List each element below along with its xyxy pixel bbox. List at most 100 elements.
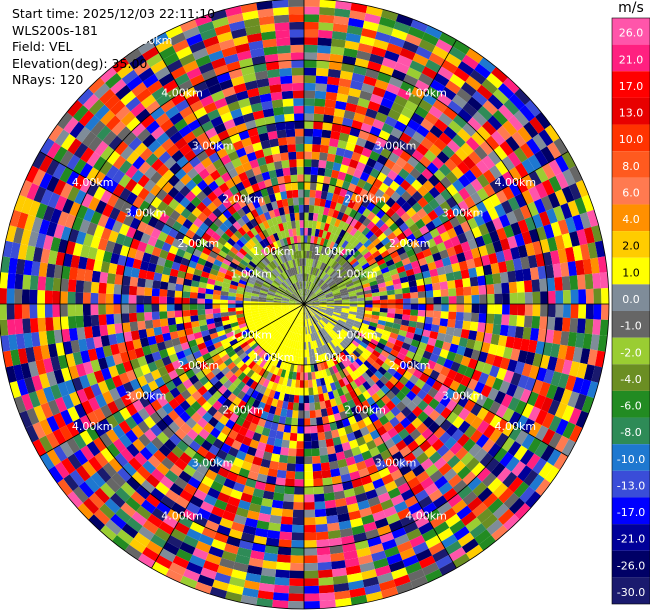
radar-gate <box>150 126 165 140</box>
radar-gate <box>539 316 548 330</box>
radar-gate <box>316 175 325 184</box>
radar-gate <box>391 451 404 463</box>
radar-gate <box>531 379 544 395</box>
radar-gate <box>366 396 376 407</box>
radar-gate <box>248 339 257 348</box>
radar-gate <box>502 346 513 360</box>
radar-gate <box>345 32 362 43</box>
radar-gate <box>25 245 36 262</box>
radar-gate <box>254 320 263 326</box>
radar-gate <box>284 370 290 379</box>
radar-gate <box>136 128 151 143</box>
radar-gate <box>189 292 198 299</box>
radar-gate <box>400 385 411 396</box>
radar-gate <box>242 269 252 277</box>
radar-gate <box>292 75 304 84</box>
radar-gate <box>168 324 178 333</box>
radar-gate <box>246 320 255 326</box>
radar-gate <box>245 429 255 440</box>
radar-gate <box>231 342 241 350</box>
radar-gate <box>75 363 87 377</box>
radar-gate <box>153 272 163 282</box>
radar-gate <box>329 460 339 470</box>
radar-gate <box>224 503 238 515</box>
radar-gate <box>235 300 244 304</box>
radar-gate <box>434 339 444 349</box>
radar-gate <box>266 436 276 446</box>
radar-gate <box>217 492 231 504</box>
radar-gate <box>470 349 481 361</box>
radar-gate <box>238 247 248 256</box>
radar-gate <box>334 443 344 454</box>
radar-gate <box>336 505 349 515</box>
radar-gate <box>245 185 255 196</box>
radar-gate <box>162 426 175 439</box>
radar-gate <box>329 545 344 555</box>
radar-gate <box>243 580 260 591</box>
radar-gate <box>250 258 259 266</box>
radar-gate <box>278 376 285 385</box>
radar-gate <box>48 466 64 484</box>
radar-gate <box>338 520 352 530</box>
radar-gate <box>462 277 471 288</box>
radar-gate <box>159 249 169 260</box>
radar-gate <box>250 306 259 310</box>
radar-gate <box>592 319 601 336</box>
radar-gate <box>273 224 281 233</box>
radar-gate <box>257 590 274 600</box>
radar-gate <box>451 335 461 346</box>
radar-gate <box>72 351 83 366</box>
radar-gate <box>529 327 540 341</box>
radar-gate <box>425 304 434 311</box>
radar-gate <box>147 513 163 528</box>
radar-gate <box>395 390 406 402</box>
radar-gate <box>219 517 234 529</box>
radar-gate <box>456 345 466 356</box>
radar-gate <box>233 254 243 263</box>
radar-gate <box>273 268 280 276</box>
radar-gate <box>227 496 241 508</box>
radar-gate <box>28 200 41 217</box>
radar-gate <box>304 532 317 541</box>
radar-gate <box>285 470 296 480</box>
radar-gate <box>105 293 114 304</box>
radar-gate <box>363 348 372 357</box>
radar-gate <box>213 259 223 267</box>
radar-gate <box>175 495 190 509</box>
radar-gate <box>362 482 375 493</box>
radar-gate <box>264 483 276 493</box>
radar-gate <box>280 523 293 533</box>
radar-gate <box>170 66 187 80</box>
radar-gate <box>462 491 478 506</box>
radar-gate <box>315 516 328 525</box>
radar-gate <box>295 291 300 298</box>
radar-gate <box>271 217 279 226</box>
radar-gate <box>312 324 317 333</box>
radar-gate <box>284 279 291 287</box>
radar-gate <box>294 317 299 326</box>
radar-gate <box>203 102 218 114</box>
radar-gate <box>132 338 142 350</box>
radar-gate <box>175 99 190 113</box>
radar-gate <box>264 279 272 285</box>
radar-gate <box>192 248 203 258</box>
radar-gate <box>464 412 477 425</box>
radar-gate <box>290 379 296 388</box>
radar-gate <box>257 180 267 191</box>
radar-gate <box>293 105 304 114</box>
radar-gate <box>379 308 388 313</box>
radar-gate <box>182 60 199 73</box>
radar-gate <box>310 317 316 325</box>
radar-gate <box>182 297 190 304</box>
radar-gate <box>107 400 120 415</box>
radar-gate <box>304 555 318 564</box>
radar-gate <box>270 453 281 463</box>
radar-gate <box>247 250 256 259</box>
radar-gate <box>143 224 155 236</box>
radar-gate <box>276 399 284 409</box>
radar-gate <box>137 39 156 55</box>
radar-gate <box>289 306 297 309</box>
radar-gate <box>345 374 354 384</box>
radar-gate <box>281 263 287 271</box>
radar-gate <box>367 496 381 508</box>
